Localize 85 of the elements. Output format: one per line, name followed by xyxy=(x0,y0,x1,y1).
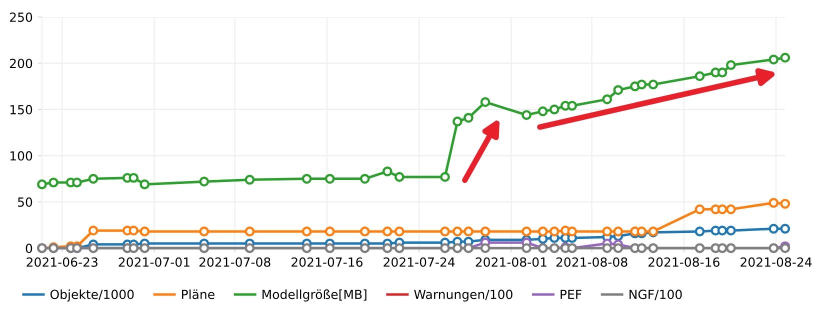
point xyxy=(128,172,139,183)
point xyxy=(567,100,578,111)
point xyxy=(694,71,705,82)
point xyxy=(140,179,150,190)
point xyxy=(480,97,490,107)
point xyxy=(244,174,255,185)
x-tick-label: 2021-06-23 xyxy=(26,257,98,267)
x-tick-label: 2021-07-16 xyxy=(292,257,362,267)
point xyxy=(440,226,450,236)
point xyxy=(464,226,474,236)
point xyxy=(549,226,560,236)
y-tick-label: 50 xyxy=(18,197,32,207)
point xyxy=(780,52,790,63)
legend-label: Warnungen/100 xyxy=(414,290,512,302)
point xyxy=(452,226,462,236)
point xyxy=(694,226,705,236)
point xyxy=(394,172,404,182)
y-tick-label: 150 xyxy=(10,104,32,114)
legend-label: NGF/100 xyxy=(630,290,682,300)
point xyxy=(717,68,728,78)
point xyxy=(88,174,98,184)
point xyxy=(613,85,624,95)
point xyxy=(780,224,790,234)
legend-label: Modellgröße[MB] xyxy=(262,289,366,302)
x-tick-label: 2021-07-08 xyxy=(199,257,270,267)
x-tick-label: 2021-07-24 xyxy=(384,257,455,267)
x-tick-label: 2021-08-01 xyxy=(476,257,546,267)
point xyxy=(140,226,150,236)
point xyxy=(694,204,705,214)
point xyxy=(602,94,612,104)
point xyxy=(648,80,658,90)
point xyxy=(717,204,728,214)
y-tick-label: 100 xyxy=(10,151,32,161)
point xyxy=(480,243,490,254)
point xyxy=(780,198,790,209)
point xyxy=(128,226,139,236)
y-tick-label: 250 xyxy=(10,12,32,22)
point xyxy=(613,243,624,254)
point xyxy=(726,226,736,236)
point xyxy=(522,226,532,236)
x-tick-label: 2021-08-08 xyxy=(556,257,628,267)
point xyxy=(302,174,312,184)
point xyxy=(324,174,335,184)
point xyxy=(480,226,490,236)
point xyxy=(72,178,82,188)
point xyxy=(726,204,736,214)
point xyxy=(613,226,624,236)
y-tick-label: 0 xyxy=(26,244,32,254)
point xyxy=(360,226,370,236)
legend-label: Pläne xyxy=(182,289,214,300)
point xyxy=(768,198,779,208)
point xyxy=(717,226,728,236)
point xyxy=(324,226,335,236)
point xyxy=(768,54,779,64)
point xyxy=(360,174,370,184)
point xyxy=(199,226,210,236)
x-tick-label: 2021-07-01 xyxy=(118,257,190,267)
point xyxy=(602,243,612,254)
point xyxy=(452,116,462,126)
point xyxy=(726,60,736,70)
x-tick-label: 2021-08-24 xyxy=(740,257,812,267)
point xyxy=(464,112,474,123)
point xyxy=(382,166,392,176)
point xyxy=(522,243,532,254)
point xyxy=(636,80,647,90)
point xyxy=(440,172,450,182)
point xyxy=(538,226,548,236)
y-tick-label: 200 xyxy=(10,58,32,68)
point xyxy=(522,110,532,120)
point xyxy=(382,226,392,236)
point xyxy=(768,224,779,234)
point xyxy=(394,226,404,236)
x-tick-label: 2021-08-16 xyxy=(648,257,720,267)
point xyxy=(302,226,312,236)
point xyxy=(199,176,210,186)
point xyxy=(549,104,560,114)
point xyxy=(244,226,255,236)
point xyxy=(602,226,612,236)
point xyxy=(37,179,47,190)
point xyxy=(538,106,548,116)
point xyxy=(48,178,58,188)
legend-label: Objekte/1000 xyxy=(50,289,134,302)
point xyxy=(88,226,98,236)
legend-label: PEF xyxy=(560,290,582,299)
point xyxy=(567,226,578,236)
